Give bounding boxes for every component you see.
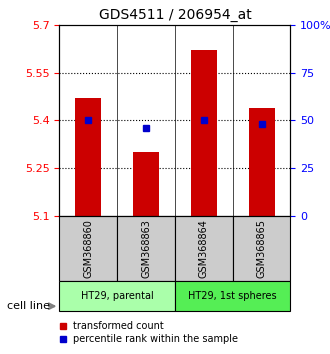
- Bar: [75, 98, 101, 216]
- Bar: [248, 108, 275, 216]
- Text: percentile rank within the sample: percentile rank within the sample: [73, 334, 238, 344]
- Text: GSM368864: GSM368864: [199, 219, 209, 278]
- Text: HT29, 1st spheres: HT29, 1st spheres: [188, 291, 277, 301]
- FancyBboxPatch shape: [117, 216, 175, 281]
- FancyBboxPatch shape: [233, 216, 290, 281]
- Text: GSM368860: GSM368860: [83, 219, 93, 278]
- FancyBboxPatch shape: [59, 281, 175, 312]
- Title: GDS4511 / 206954_at: GDS4511 / 206954_at: [99, 8, 251, 22]
- Bar: [191, 50, 217, 216]
- Text: HT29, parental: HT29, parental: [81, 291, 153, 301]
- FancyBboxPatch shape: [175, 281, 290, 312]
- FancyBboxPatch shape: [59, 216, 117, 281]
- Text: GSM368865: GSM368865: [256, 219, 267, 278]
- Text: cell line: cell line: [7, 301, 50, 311]
- Text: transformed count: transformed count: [73, 321, 163, 331]
- Bar: [133, 152, 159, 216]
- Text: GSM368863: GSM368863: [141, 219, 151, 278]
- FancyBboxPatch shape: [175, 216, 233, 281]
